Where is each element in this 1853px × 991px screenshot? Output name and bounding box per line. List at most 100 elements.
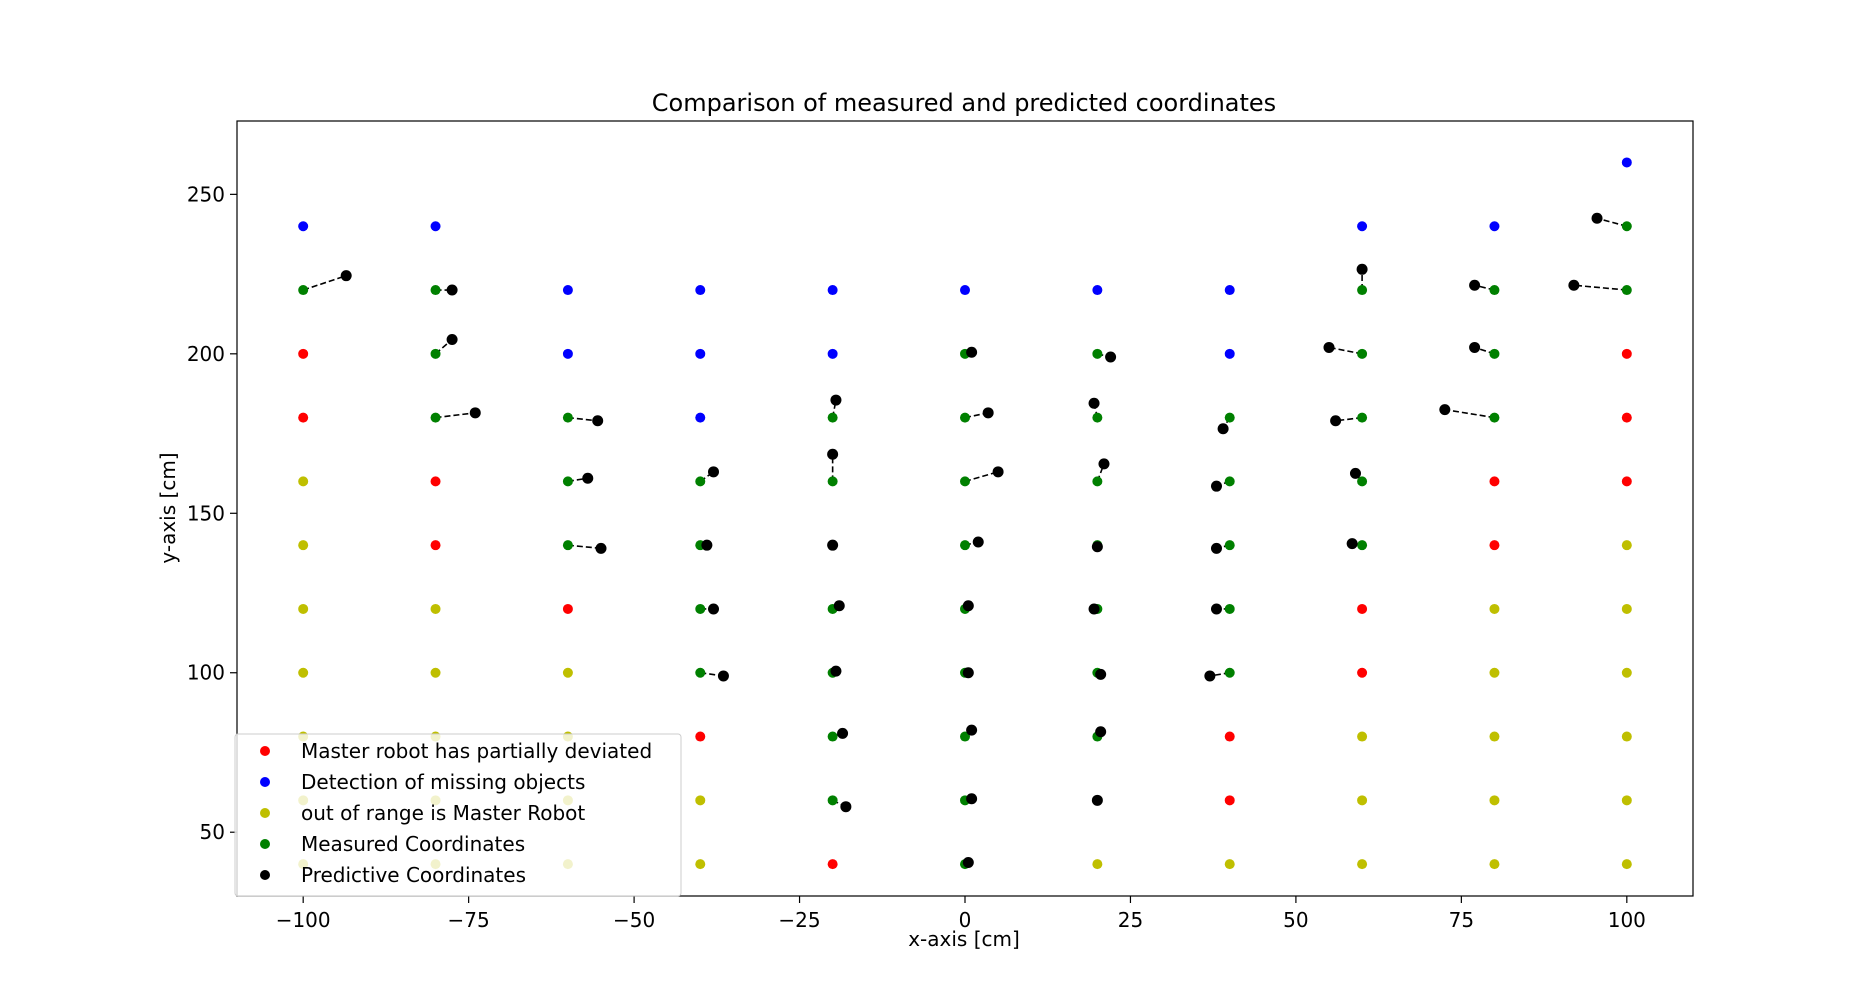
data-point — [562, 348, 573, 359]
data-point — [1210, 542, 1222, 554]
data-point — [1357, 731, 1368, 742]
connector-line — [435, 412, 476, 419]
y-axis-ticks: 50 100 150 200 250 — [187, 182, 237, 844]
data-point — [833, 600, 845, 612]
data-point — [1469, 279, 1481, 291]
data-point — [430, 412, 441, 423]
data-point — [1621, 476, 1632, 487]
data-point — [827, 476, 838, 487]
data-point — [695, 285, 706, 296]
data-point — [1217, 423, 1229, 435]
data-point — [446, 333, 458, 345]
data-point — [1621, 348, 1632, 359]
chart-title: Comparison of measured and predicted coo… — [652, 89, 1276, 117]
legend-marker — [260, 839, 270, 849]
data-point — [1568, 279, 1580, 291]
data-point — [1621, 667, 1632, 678]
data-point — [1357, 859, 1368, 870]
y-tick-label: 150 — [187, 501, 225, 525]
connector-line — [302, 274, 347, 291]
data-point — [966, 793, 978, 805]
data-point — [562, 285, 573, 296]
data-point — [1357, 348, 1368, 359]
connector-line — [964, 471, 999, 483]
data-point — [430, 285, 441, 296]
data-point — [827, 539, 839, 551]
data-point — [1357, 476, 1368, 487]
data-point — [1204, 670, 1216, 682]
data-point — [827, 859, 838, 870]
data-point — [1469, 341, 1481, 353]
data-point — [1489, 795, 1500, 806]
data-point — [717, 670, 729, 682]
data-point — [1224, 667, 1235, 678]
data-point — [695, 348, 706, 359]
data-point — [1224, 348, 1235, 359]
data-point — [1346, 538, 1358, 550]
data-point — [1357, 795, 1368, 806]
data-point — [430, 603, 441, 614]
data-point — [695, 731, 706, 742]
data-point — [298, 221, 309, 232]
legend-label: Detection of missing objects — [301, 770, 585, 794]
data-point — [1489, 348, 1500, 359]
data-point — [298, 476, 309, 487]
data-point — [1489, 221, 1500, 232]
data-point — [695, 412, 706, 423]
data-point — [1092, 476, 1103, 487]
legend-marker — [260, 746, 270, 756]
data-point — [1224, 731, 1235, 742]
x-tick-label: 75 — [1449, 908, 1474, 932]
x-axis-ticks: −100 −75 −50 −25 0 25 50 75 100 — [276, 896, 1646, 932]
data-point — [298, 540, 309, 551]
data-point — [1356, 263, 1368, 275]
data-point — [1224, 476, 1235, 487]
data-point — [592, 415, 604, 427]
data-point — [982, 407, 994, 419]
data-point — [430, 221, 441, 232]
data-point — [1091, 794, 1103, 806]
data-point — [298, 412, 309, 423]
data-point — [966, 724, 978, 736]
data-point — [972, 536, 984, 548]
data-point — [1621, 731, 1632, 742]
data-point — [1091, 541, 1103, 553]
y-axis-label: y-axis [cm] — [156, 452, 180, 563]
data-point — [695, 667, 706, 678]
data-point — [298, 667, 309, 678]
data-point — [562, 540, 573, 551]
y-tick-label: 50 — [200, 820, 225, 844]
data-point — [1357, 540, 1368, 551]
data-point — [1489, 285, 1500, 296]
legend-item: Measured Coordinates — [260, 832, 525, 856]
x-tick-label: −50 — [613, 908, 655, 932]
data-point — [1591, 212, 1603, 224]
data-point — [562, 667, 573, 678]
data-point — [562, 412, 573, 423]
data-point — [1489, 603, 1500, 614]
legend-box — [234, 733, 682, 897]
x-tick-label: −75 — [448, 908, 490, 932]
data-point — [960, 476, 970, 487]
data-point — [298, 603, 309, 614]
data-point — [1621, 603, 1632, 614]
legend-item: out of range is Master Robot — [260, 801, 585, 825]
data-point — [1621, 412, 1632, 423]
data-point — [1224, 603, 1235, 614]
data-point — [430, 540, 441, 551]
data-point — [298, 348, 309, 359]
legend-label: Measured Coordinates — [301, 832, 525, 856]
connector-line — [1444, 408, 1495, 419]
data-point — [1105, 351, 1117, 363]
legend: Master robot has partially deviated Detec… — [234, 733, 682, 897]
data-point — [562, 603, 573, 614]
connector-line — [1573, 284, 1627, 291]
data-point — [695, 795, 706, 806]
data-point — [1330, 415, 1342, 427]
data-point — [1357, 667, 1368, 678]
data-point — [469, 407, 481, 419]
data-point — [1323, 341, 1335, 353]
data-point — [1224, 412, 1235, 423]
data-point — [1489, 540, 1500, 551]
